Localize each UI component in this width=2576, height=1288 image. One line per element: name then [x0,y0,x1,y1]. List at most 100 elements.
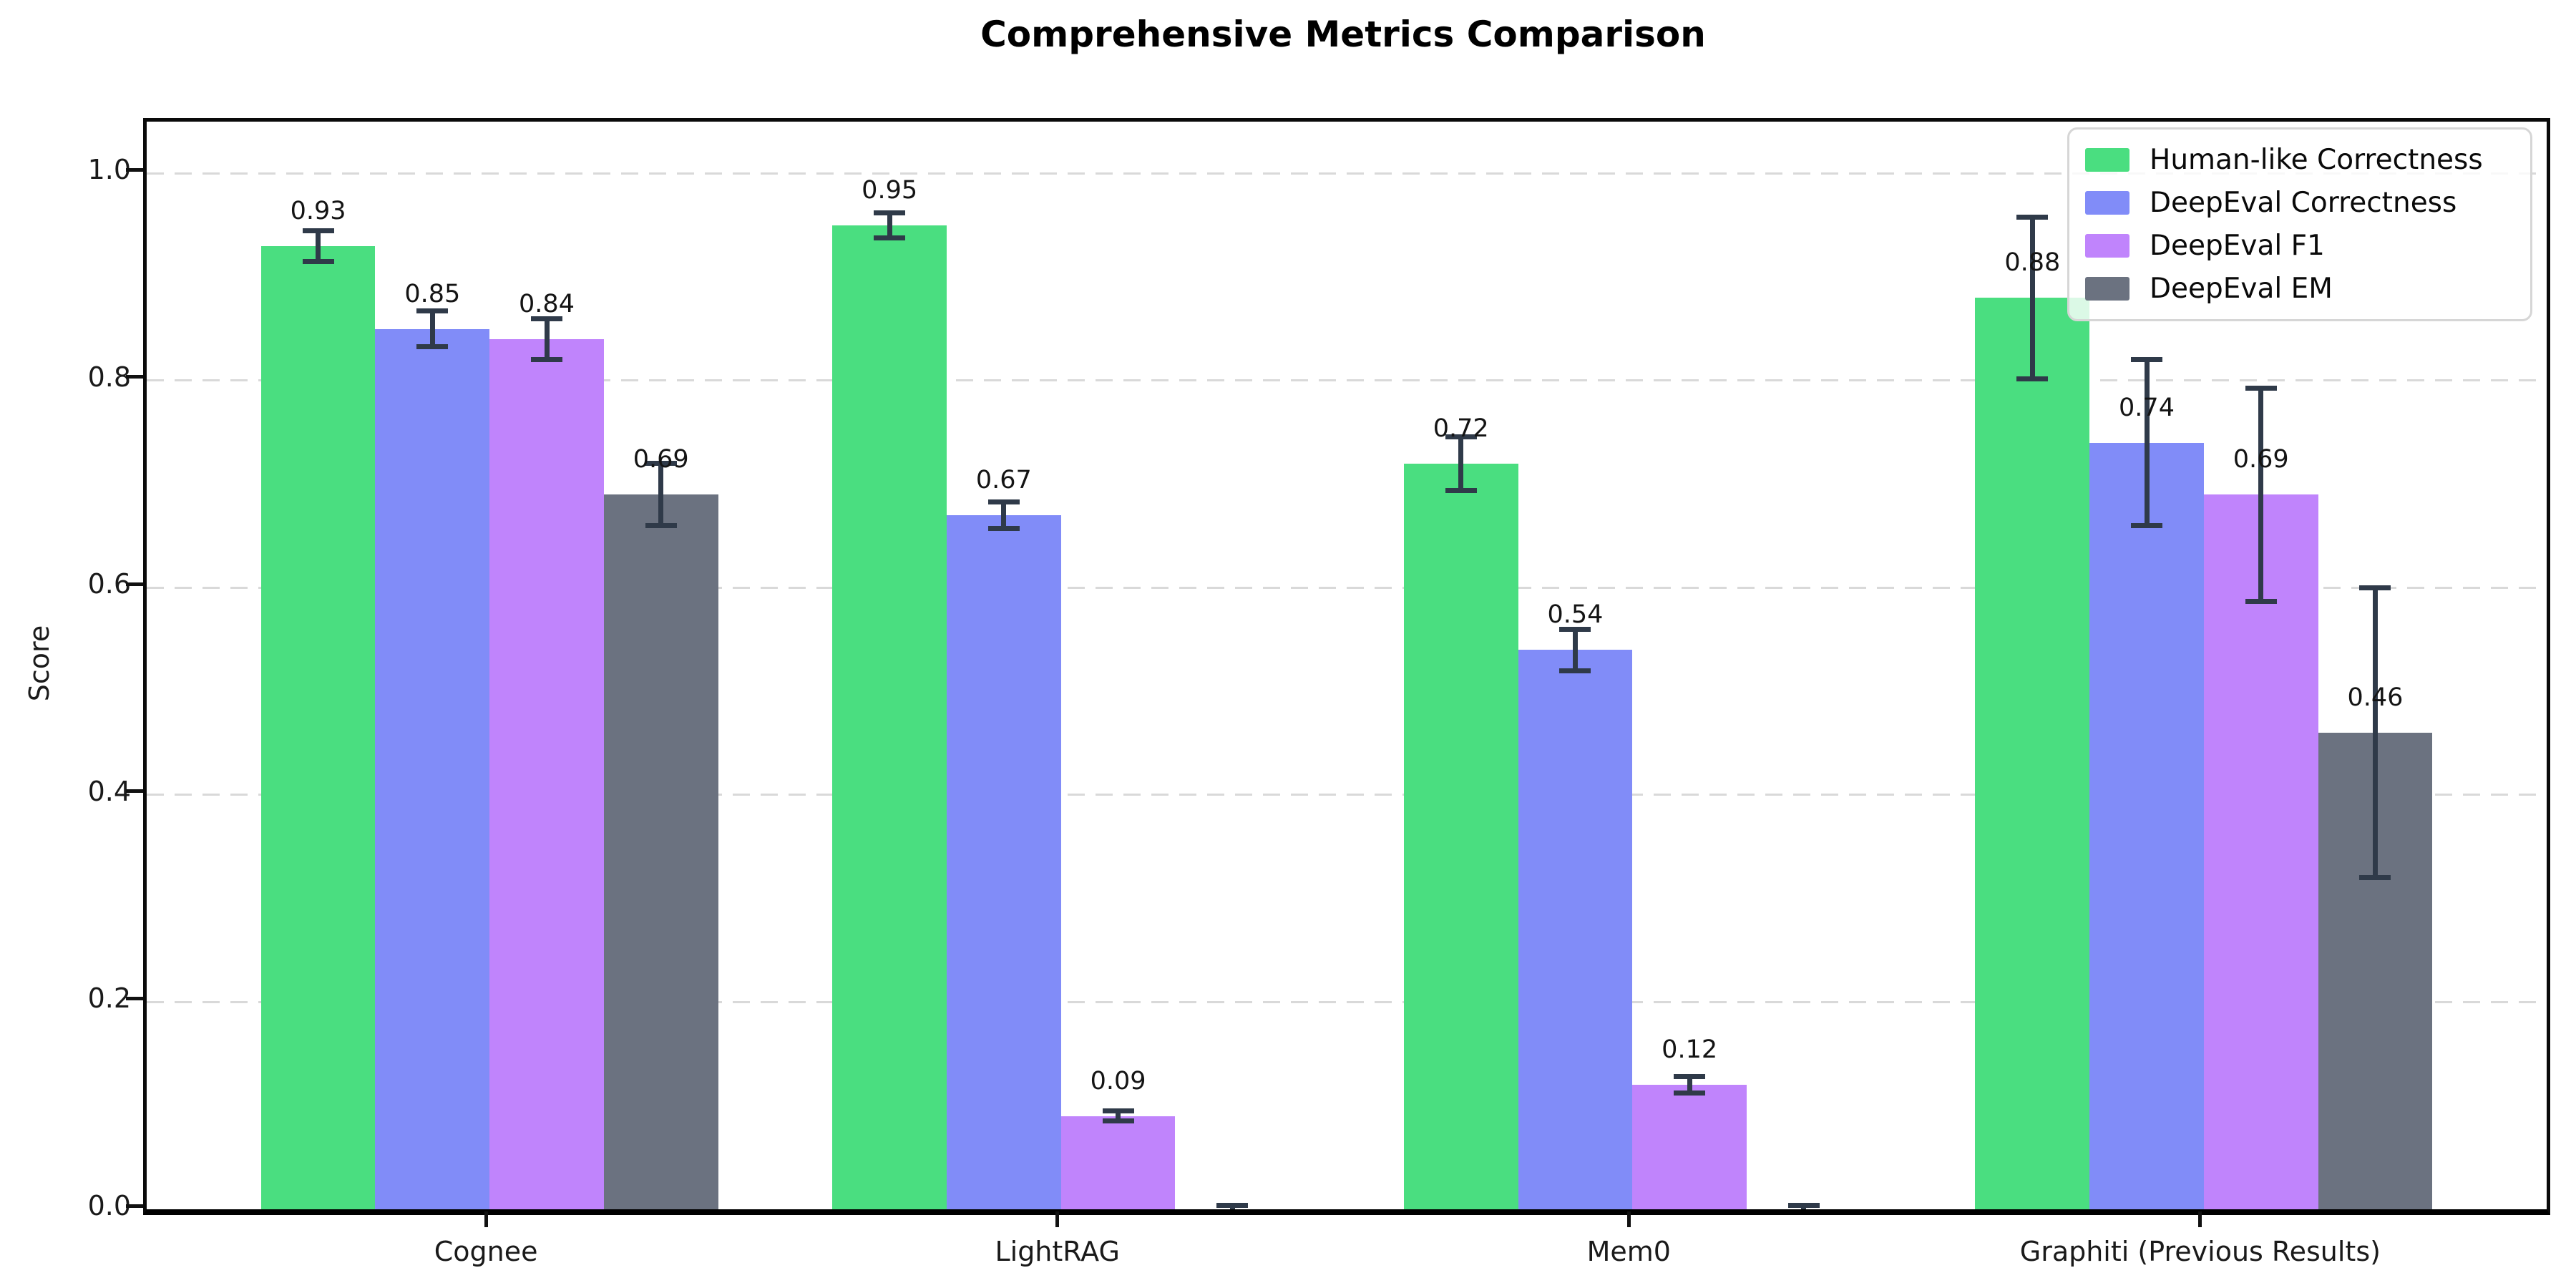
error-bar-cap [874,235,906,240]
error-bar-cap [416,308,449,314]
error-bar-cap [1674,1091,1706,1096]
legend: Human-like Correctness DeepEval Correctne… [2067,127,2532,321]
bar [489,339,604,1209]
error-bar-cap [2245,385,2277,391]
error-bar-line [1001,502,1007,529]
error-bar-cap [531,357,562,363]
legend-item-label: DeepEval Correctness [2150,187,2457,219]
y-tick-mark [126,996,143,1000]
y-tick-mark [126,789,143,794]
x-tick-label-3: Graphiti (Previous Results) [2019,1236,2381,1267]
bar-value-label: 0.74 [2119,393,2175,422]
error-bar-cap [1216,1202,1249,1208]
bar-value-label: 0.09 [1090,1066,1146,1096]
error-bar-cap [2131,523,2162,529]
error-bar-cap [874,210,906,215]
bar [1060,1116,1176,1209]
bar [1403,463,1518,1209]
error-bar-cap [1787,1202,1820,1208]
gridline [147,794,2547,796]
bar-value-label: 0.88 [2004,248,2061,278]
y-tick-mark [126,375,143,379]
error-bar-cap [302,258,334,264]
x-tick-label-2: Mem0 [1586,1236,1671,1267]
legend-item-label: DeepEval EM [2150,273,2333,305]
y-tick-mark [126,167,143,172]
error-bar-line [1572,629,1578,671]
chart-title: Comprehensive Metrics Comparison [980,14,1706,55]
error-bar-cap [2359,585,2391,590]
bar [1975,298,2090,1209]
error-bar-cap [1102,1118,1134,1124]
gridline [147,379,2547,382]
bar-value-label: 0.72 [1433,414,1489,443]
error-bar-cap [1445,487,1477,493]
legend-item: DeepEval EM [2069,268,2530,311]
error-bar-cap [2131,357,2162,363]
legend-swatch [2085,234,2129,258]
error-bar-cap [2359,875,2391,881]
error-bar-cap [302,228,334,233]
error-bar-line [544,318,550,360]
error-bar-cap [1216,1211,1248,1215]
legend-swatch [2085,277,2129,301]
bar [1632,1085,1747,1209]
y-tick-label: 0.0 [87,1190,131,1221]
x-tick-label-0: Cognee [434,1236,538,1267]
error-bar-line [2372,587,2378,878]
error-bar-cap [416,343,449,349]
error-bar-line [1458,436,1464,491]
bar [1518,650,1633,1209]
error-bar-cap [2016,214,2049,220]
y-tick-mark [126,582,143,586]
bar-value-label: 0.67 [975,466,1032,495]
bar-value-label: 0.85 [404,279,461,308]
y-tick-label: 1.0 [87,154,131,186]
bar-value-label: 0.12 [1662,1035,1718,1065]
error-bar-cap [645,523,677,529]
error-bar-cap [1674,1074,1706,1080]
error-bar-cap [1559,668,1591,673]
legend-item: Human-like Correctness [2069,139,2530,182]
bar-value-label: 0.46 [2347,683,2404,713]
bar-value-label: 0.95 [862,175,918,205]
y-tick-label: 0.6 [87,568,131,600]
error-bar-cap [645,461,677,467]
y-tick-label: 0.8 [87,361,131,393]
legend-item-label: DeepEval F1 [2150,230,2325,262]
error-bar-cap [1559,626,1591,632]
error-bar-line [1116,1111,1121,1121]
error-bar-line [1687,1076,1692,1093]
x-tick-mark [484,1211,488,1227]
bar [2089,442,2204,1209]
error-bar-line [429,311,435,347]
y-tick-mark [126,1204,143,1208]
bar [375,328,490,1209]
error-bar-line [887,213,892,238]
gridline [147,172,2547,175]
legend-swatch [2085,148,2129,172]
gridline [147,586,2547,589]
bar [832,225,947,1209]
bar-value-label: 0.54 [1547,600,1604,630]
error-bar-cap [2016,376,2049,381]
error-bar-line [2258,388,2264,602]
x-tick-label-1: LightRAG [995,1236,1120,1267]
error-bar-line [2029,217,2035,379]
error-bar-cap [531,316,562,321]
y-tick-label: 0.4 [87,775,131,807]
error-bar-cap [1445,434,1477,439]
bar-value-label: 0.84 [519,290,575,319]
x-tick-mark [1055,1211,1060,1227]
error-bar-cap [1102,1108,1134,1113]
legend-item: DeepEval F1 [2069,225,2530,268]
bar-value-label: 0.93 [290,196,346,225]
error-bar-line [316,230,321,262]
x-tick-mark [2198,1211,2202,1227]
bar [2203,494,2318,1209]
legend-item: DeepEval Correctness [2069,182,2530,225]
error-bar-cap [1788,1211,1820,1215]
x-tick-mark [1626,1211,1631,1227]
legend-item-label: Human-like Correctness [2150,144,2483,176]
